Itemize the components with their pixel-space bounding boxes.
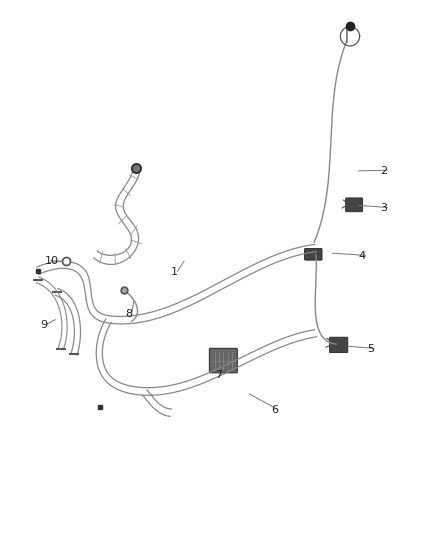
Text: 7: 7	[215, 370, 222, 381]
Text: 8: 8	[125, 309, 132, 319]
Text: 6: 6	[272, 405, 279, 415]
Text: 4: 4	[359, 251, 366, 261]
Text: 5: 5	[367, 344, 374, 354]
FancyBboxPatch shape	[304, 248, 322, 260]
Text: 9: 9	[40, 320, 47, 330]
FancyBboxPatch shape	[329, 337, 348, 353]
FancyBboxPatch shape	[209, 349, 237, 373]
Text: 2: 2	[381, 166, 388, 176]
Text: 3: 3	[381, 203, 388, 213]
FancyBboxPatch shape	[346, 198, 363, 212]
Text: 10: 10	[44, 256, 58, 266]
Text: 1: 1	[171, 267, 178, 277]
